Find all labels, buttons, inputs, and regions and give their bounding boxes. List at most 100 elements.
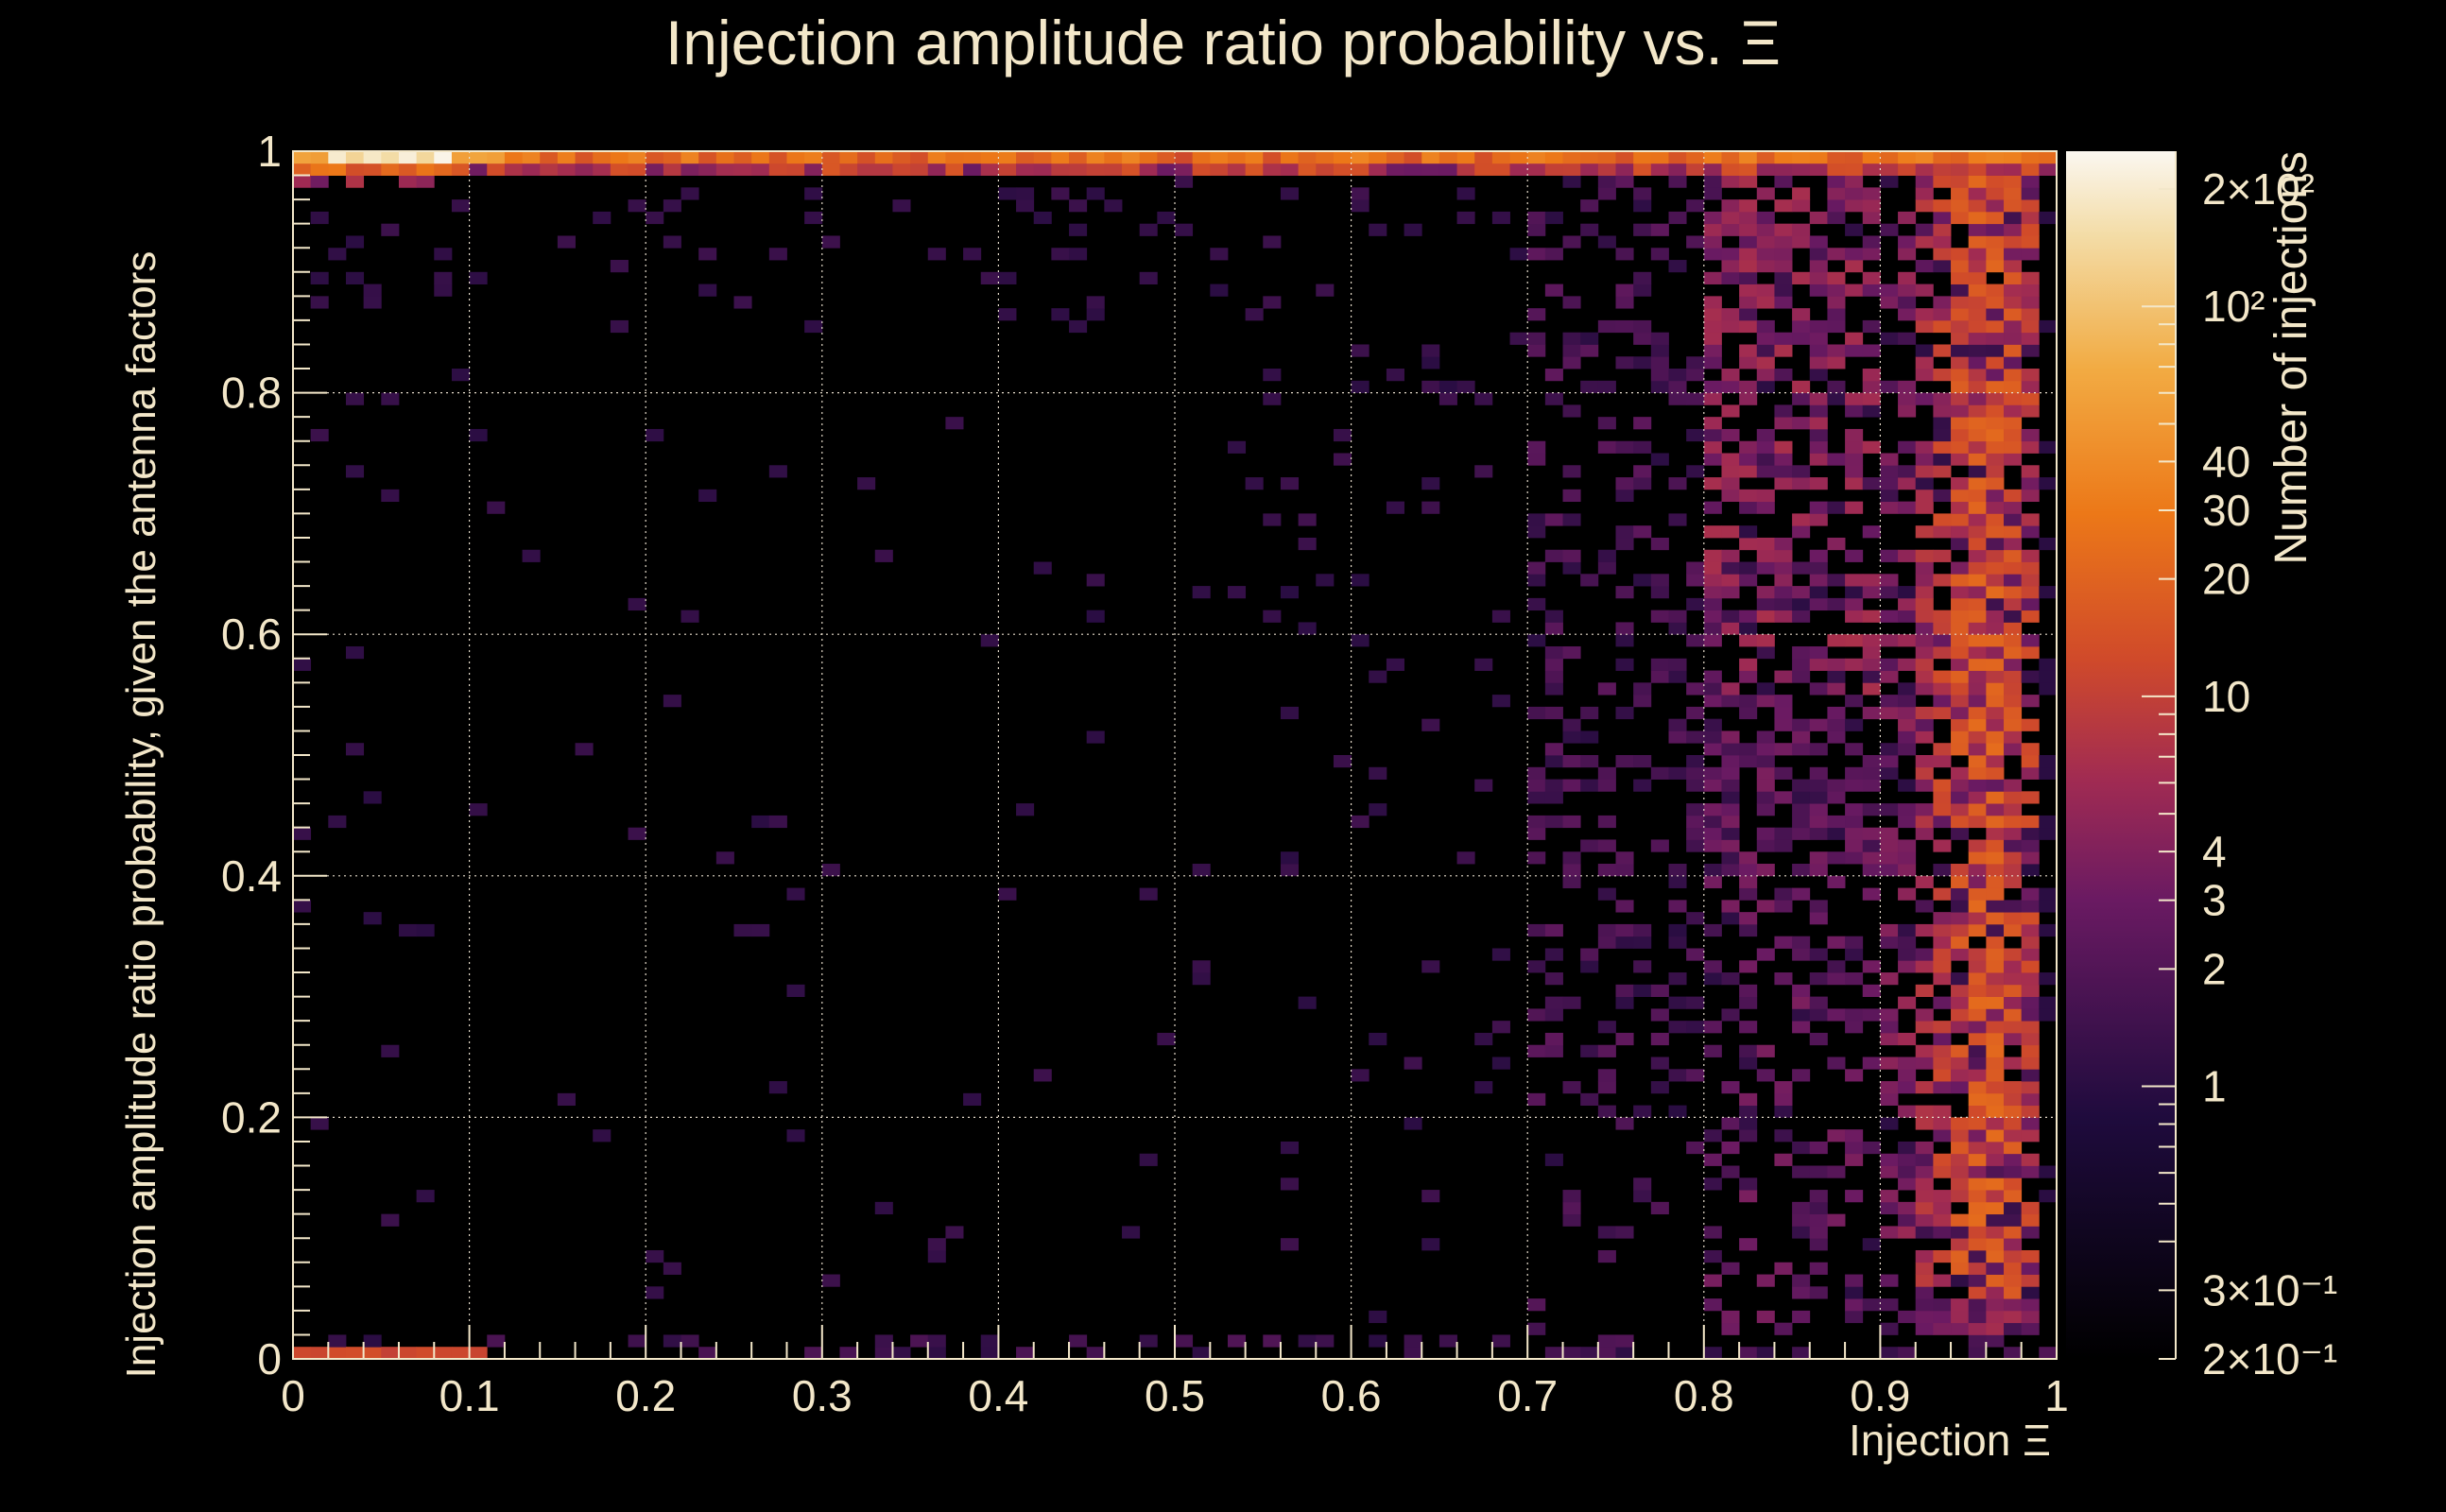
heatmap-cell (1739, 755, 1758, 768)
heatmap-cell (1898, 440, 1917, 454)
heatmap-cell (1686, 912, 1705, 925)
heatmap-cell (1809, 658, 1828, 671)
heatmap-cell (1756, 948, 1775, 961)
heatmap-cell (2004, 706, 2023, 720)
heatmap-cell (1986, 972, 2005, 986)
heatmap-cell (1721, 549, 1740, 562)
y-tick-label: 0.8 (221, 369, 282, 418)
heatmap-cell (1756, 440, 1775, 454)
heatmap-cell (1122, 1226, 1141, 1239)
heatmap-cell (451, 151, 470, 164)
heatmap-cell (1968, 501, 1987, 514)
heatmap-cell (1721, 561, 1740, 575)
heatmap-cell (1739, 658, 1758, 671)
heatmap-cell (1597, 766, 1616, 780)
heatmap-cell (1915, 187, 1934, 200)
heatmap-cell (1915, 392, 1934, 405)
heatmap-cell (1333, 453, 1352, 466)
heatmap-cell (1986, 1322, 2005, 1335)
heatmap-cell (1739, 634, 1758, 647)
heatmap-cell (1933, 996, 1952, 1009)
heatmap-cell (1827, 187, 1846, 200)
heatmap-cell (857, 477, 876, 490)
heatmap-cell (1933, 1322, 1952, 1335)
heatmap-cell (1933, 682, 1952, 696)
heatmap-cell (1845, 634, 1864, 647)
heatmap-cell (1827, 296, 1846, 309)
heatmap-cell (1633, 574, 1652, 587)
heatmap-cell (1774, 163, 1793, 176)
heatmap-cell (1615, 163, 1634, 176)
heatmap-cell (1544, 163, 1563, 176)
heatmap-cell (2021, 477, 2040, 490)
heatmap-cell (2004, 513, 2023, 526)
heatmap-cell (2021, 380, 2040, 393)
heatmap-cell (1792, 1226, 1811, 1239)
heatmap-cell (1845, 815, 1864, 829)
heatmap-cell (363, 912, 382, 925)
heatmap-cell (1527, 163, 1546, 176)
heatmap-cell (1862, 960, 1881, 973)
heatmap-cell (646, 151, 664, 164)
heatmap-cell (1968, 1069, 1987, 1082)
heatmap-cell (1880, 766, 1899, 780)
heatmap-cell (1845, 477, 1864, 490)
heatmap-cell (1809, 332, 1828, 345)
heatmap-cell (1175, 163, 1194, 176)
heatmap-cell (1968, 380, 1987, 393)
heatmap-cell (2021, 996, 2040, 1009)
heatmap-cell (1898, 864, 1917, 877)
heatmap-cell (1898, 1057, 1917, 1070)
heatmap-cell (1650, 1032, 1669, 1046)
heatmap-cell (1986, 718, 2005, 731)
heatmap-cell (2039, 755, 2058, 768)
heatmap-cell (1792, 319, 1811, 334)
heatmap-cell (2004, 1129, 2023, 1143)
heatmap-cell (1933, 1153, 1952, 1166)
heatmap-cell (1527, 791, 1546, 804)
heatmap-cell (1898, 779, 1917, 792)
heatmap-cell (1968, 682, 1987, 696)
heatmap-cell (1809, 163, 1828, 176)
heatmap-cell (1933, 912, 1952, 925)
heatmap-cell (2004, 1262, 2023, 1275)
heatmap-cell (1915, 948, 1934, 961)
heatmap-cell (1703, 1298, 1722, 1312)
heatmap-cell (1933, 428, 1952, 442)
heatmap-cell (945, 163, 964, 176)
heatmap-cell (1880, 634, 1899, 647)
heatmap-cell (2004, 296, 2023, 309)
heatmap-cell (1756, 743, 1775, 756)
heatmap-cell (1933, 344, 1952, 357)
heatmap-cell (1774, 743, 1793, 756)
heatmap-cell (1968, 1274, 1987, 1287)
heatmap-cell (1597, 839, 1616, 852)
heatmap-cell (1986, 936, 2005, 949)
heatmap-cell (1933, 923, 1952, 937)
heatmap-cell (1792, 223, 1811, 236)
heatmap-cell (557, 235, 576, 249)
heatmap-cell (1774, 223, 1793, 236)
heatmap-cell (2004, 175, 2023, 188)
heatmap-cell (1386, 151, 1404, 164)
heatmap-cell (1333, 428, 1352, 442)
heatmap-cell (1951, 380, 1970, 393)
heatmap-cell (1845, 718, 1864, 731)
heatmap-cell (1245, 163, 1264, 176)
heatmap-cell (1915, 1322, 1934, 1335)
heatmap-cell (1650, 984, 1669, 997)
heatmap-cell (1633, 1177, 1652, 1191)
heatmap-cell (1703, 1347, 1722, 1360)
heatmap-cell (2004, 827, 2023, 840)
heatmap-cell (2004, 1032, 2023, 1046)
heatmap-cell (1298, 1334, 1317, 1348)
heatmap-cell (1597, 815, 1616, 829)
heatmap-cell (1562, 1081, 1581, 1094)
heatmap-cell (1721, 428, 1740, 442)
heatmap-cell (1491, 1021, 1510, 1034)
chart-title: Injection amplitude ratio probability vs… (665, 8, 1781, 77)
heatmap-cell (1756, 900, 1775, 913)
heatmap-cell (1809, 453, 1828, 466)
heatmap-cell (1951, 706, 1970, 720)
heatmap-cell (1703, 344, 1722, 357)
